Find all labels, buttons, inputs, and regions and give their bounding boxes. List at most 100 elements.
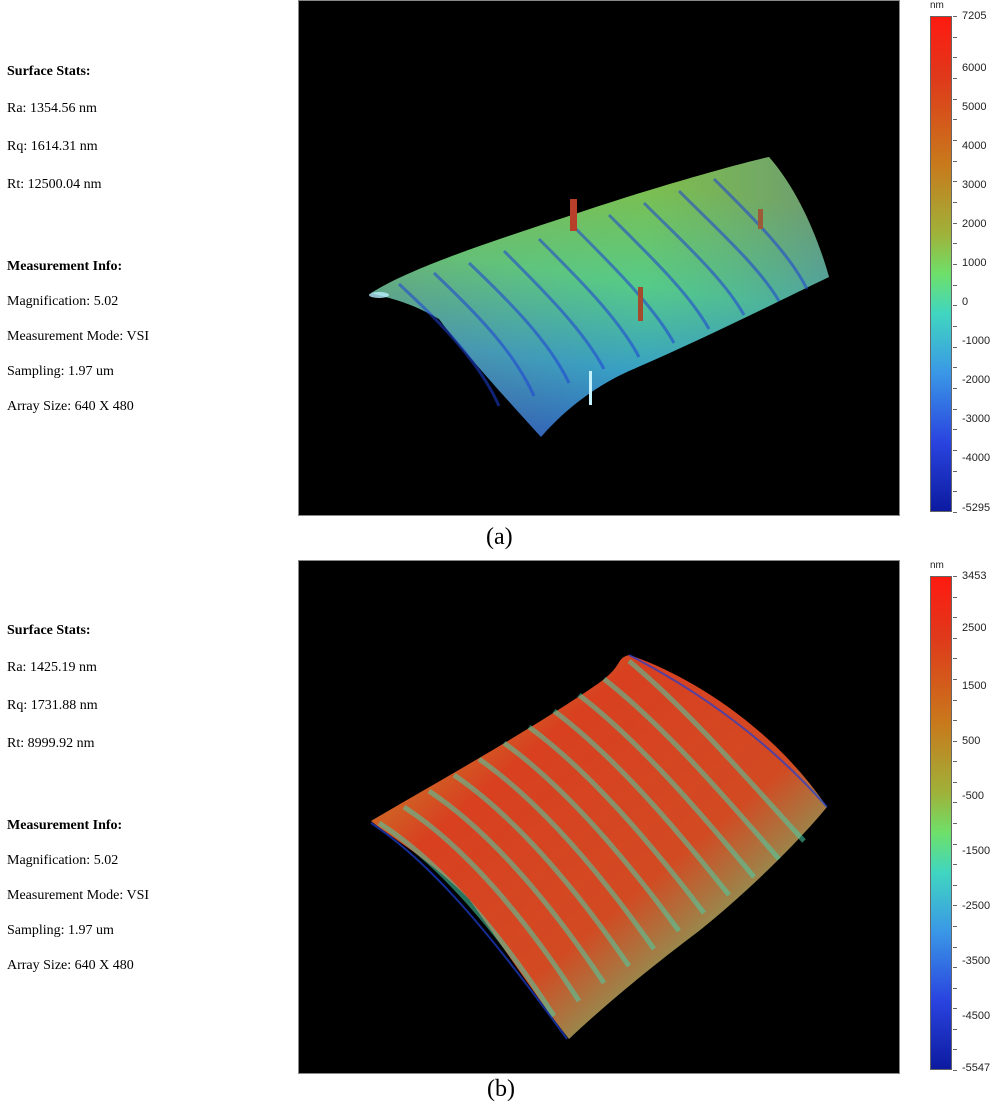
colorbar-tick: [953, 140, 957, 141]
rt-value: Rt: 8999.92 nm: [7, 736, 95, 751]
colorbar-tick-label: 6000: [962, 62, 987, 74]
colorbar-tick: [953, 470, 957, 472]
surface-shape: [371, 655, 827, 1039]
colorbar-tick: [953, 781, 957, 783]
colorbar-tick: [953, 699, 957, 701]
colorbar-tick: [953, 617, 957, 619]
colorbar-tick-label: -1500: [962, 845, 991, 857]
panel-caption: (b): [487, 1076, 515, 1102]
spike: [570, 199, 577, 231]
ra-value: Ra: 1354.56 nm: [7, 101, 97, 116]
colorbar-tick: [953, 987, 957, 989]
colorbar-tick: [953, 388, 957, 389]
colorbar-tick: [953, 119, 957, 121]
colorbar-tick-label: -3500: [962, 955, 991, 967]
colorbar-tick-label: -3000: [962, 413, 991, 425]
colorbar-tick: [953, 720, 957, 722]
colorbar-tick-label: -4000: [962, 452, 991, 464]
colorbar-tick: [953, 802, 957, 804]
colorbar-unit: nm: [930, 0, 944, 11]
colorbar-tick-label: -1000: [962, 335, 991, 347]
spike: [638, 287, 643, 321]
surface-render: [369, 157, 829, 437]
colorbar-tick-label: -2000: [962, 374, 991, 386]
measurement-mode-value: Measurement Mode: VSI: [7, 888, 150, 903]
colorbar-tick: [953, 408, 957, 410]
colorbar-tick: [953, 823, 957, 824]
colorbar-tick: [953, 761, 957, 763]
colorbar-tick: [953, 160, 957, 162]
rq-value: Rq: 1731.88 nm: [7, 698, 98, 713]
colorbar-tick-label: -500: [962, 790, 985, 802]
colorbar-tick: [953, 596, 957, 598]
array-size-value: Array Size: 640 X 480: [7, 958, 134, 973]
colorbar-tick: [953, 946, 957, 948]
colorbar-gradient: [930, 576, 952, 1070]
colorbar-tick: [953, 884, 957, 886]
colorbar-tick: [953, 346, 957, 348]
colorbar-tick-label: 2000: [962, 218, 987, 230]
colorbar-tick: [953, 202, 957, 203]
colorbar-tick-label: 0: [962, 296, 969, 308]
colorbar-tick: [953, 264, 957, 265]
colorbar-tick-label: 500: [962, 735, 981, 747]
colorbar-max-label: 7205: [962, 10, 987, 22]
surface-render: [370, 654, 828, 1040]
surface-stats-heading: Surface Stats:: [7, 623, 91, 638]
colorbar-tick-label: 2500: [962, 622, 987, 634]
colorbar-tick: [953, 1049, 957, 1051]
panel-caption: (a): [486, 524, 513, 550]
ra-value: Ra: 1425.19 nm: [7, 660, 97, 675]
colorbar-tick: [953, 36, 957, 38]
colorbar-tick: [953, 98, 957, 100]
colorbar-tick: [953, 16, 957, 17]
colorbar-tick: [953, 905, 957, 907]
colorbar-tick: [953, 512, 957, 513]
colorbar-tick: [953, 243, 957, 245]
colorbar-tick-label: 3000: [962, 179, 987, 191]
colorbar-tick: [953, 222, 957, 224]
surface-stats-heading: Surface Stats:: [7, 64, 91, 79]
colorbar-tick: [953, 925, 957, 927]
spike: [758, 209, 763, 229]
sampling-value: Sampling: 1.97 um: [7, 364, 114, 379]
colorbar-max-label: 3453: [962, 570, 987, 582]
colorbar-min-label: -5295: [962, 502, 991, 514]
colorbar-tick-label: 4000: [962, 140, 987, 152]
colorbar-tick: [953, 429, 957, 431]
colorbar-tick: [953, 864, 957, 866]
rt-value: Rt: 12500.04 nm: [7, 177, 102, 192]
colorbar-tick: [953, 967, 957, 969]
measurement-info-heading: Measurement Info:: [7, 259, 123, 274]
surface-3d-plot: [298, 0, 900, 516]
colorbar-tick: [953, 1070, 957, 1071]
colorbar-tick: [953, 326, 957, 327]
figure-panel-a: Surface Stats: Ra: 1354.56 nm Rq: 1614.3…: [7, 0, 1007, 550]
colorbar-tick: [953, 57, 957, 59]
colorbar-tick: [953, 740, 957, 742]
colorbar-tick: [953, 284, 957, 286]
colorbar-tick-label: -2500: [962, 900, 991, 912]
colorbar-tick: [953, 1008, 957, 1010]
surface-3d-plot: [298, 560, 900, 1074]
colorbar: nm 3453 2500 1500 500 -500 -1500 -2500 -…: [930, 560, 1007, 1074]
colorbar: nm 7205 6000 5000 4000 3000 2000 1000 0 …: [930, 0, 1007, 516]
colorbar-tick-label: -4500: [962, 1010, 991, 1022]
magnification-value: Magnification: 5.02: [7, 294, 119, 309]
colorbar-tick: [953, 491, 957, 493]
colorbar-tick: [953, 78, 957, 79]
array-size-value: Array Size: 640 X 480: [7, 399, 134, 414]
colorbar-tick: [953, 450, 957, 451]
measurement-info-heading: Measurement Info:: [7, 818, 123, 833]
colorbar-tick-label: 1000: [962, 257, 987, 269]
colorbar-tick: [953, 367, 957, 369]
colorbar-tick: [953, 843, 957, 845]
groove-lines: [397, 177, 809, 407]
colorbar-tick-label: 1500: [962, 680, 987, 692]
colorbar-tick: [953, 678, 957, 680]
spike: [589, 371, 592, 405]
colorbar-tick: [953, 181, 957, 183]
colorbar-tick: [953, 305, 957, 307]
sampling-value: Sampling: 1.97 um: [7, 923, 114, 938]
colorbar-tick: [953, 658, 957, 660]
